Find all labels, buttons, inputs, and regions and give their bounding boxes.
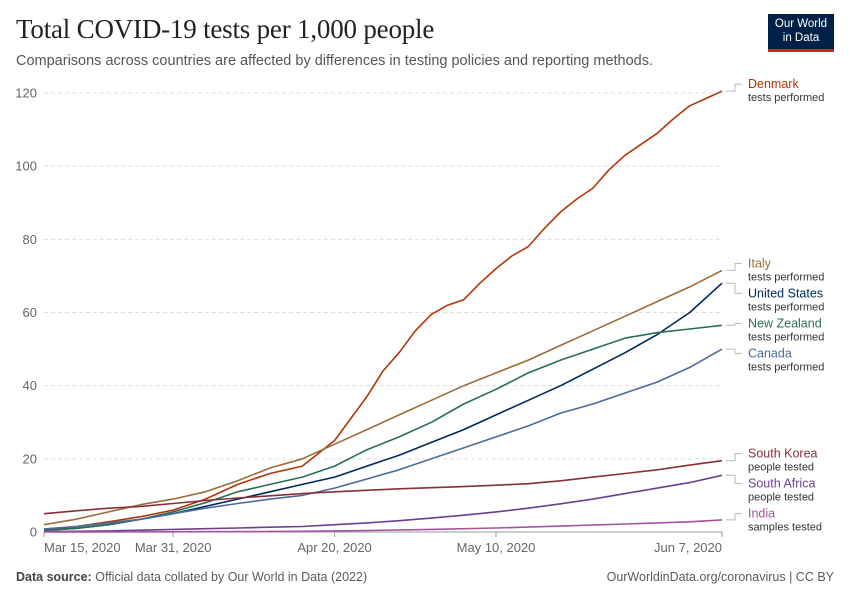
series-line-south-korea[interactable] xyxy=(43,459,723,515)
series-line-new-zealand[interactable] xyxy=(43,324,723,532)
series-line-italy[interactable] xyxy=(43,269,723,526)
y-tick-label: 100 xyxy=(15,159,37,174)
chart-title: Total COVID-19 tests per 1,000 people xyxy=(16,14,435,44)
data-source: Data source: Official data collated by O… xyxy=(16,570,367,584)
legend-note-south-africa: people tested xyxy=(748,492,814,504)
axis-layer: 0 20 40 60 80 100 120 Mar 15, 2020 Mar 31, 2020 A… xyxy=(15,86,723,555)
y-tick-label: 0 xyxy=(30,525,37,540)
legend-connector-denmark xyxy=(726,83,742,92)
logo-line-2: in Data xyxy=(782,32,820,44)
legend-label-canada[interactable]: Canada xyxy=(748,346,792,360)
legend-note-new-zealand: tests performed xyxy=(748,331,824,343)
line-chart: 0 20 40 60 80 100 120 Mar 15, 2020 Mar 31, 2020 A… xyxy=(15,77,824,555)
legend-label-india[interactable]: India xyxy=(748,507,775,521)
x-tick-label: Apr 20, 2020 xyxy=(297,540,371,555)
legend-label-south-africa[interactable]: South Africa xyxy=(748,477,815,491)
series-line-south-africa[interactable] xyxy=(43,474,723,533)
legend-label-denmark[interactable]: Denmark xyxy=(748,77,799,91)
data-source-text: Official data collated by Our World in D… xyxy=(95,570,368,584)
x-tick-label: Mar 31, 2020 xyxy=(135,540,212,555)
y-tick-label: 120 xyxy=(15,86,37,101)
legend-connector-south-africa xyxy=(726,474,742,485)
y-tick-label: 20 xyxy=(23,451,37,466)
legend-note-canada: tests performed xyxy=(748,361,824,373)
legend-connector-india xyxy=(726,513,742,521)
series-line-india[interactable] xyxy=(43,519,723,533)
logo-line-1: Our World xyxy=(774,18,828,30)
legend-connector-united-states xyxy=(726,282,742,294)
y-tick-label: 80 xyxy=(23,232,37,247)
legend-label-new-zealand[interactable]: New Zealand xyxy=(748,316,822,330)
owid-logo[interactable]: Our World in Data xyxy=(768,14,834,52)
data-source-label: Data source: xyxy=(16,570,92,584)
legend-note-india: samples tested xyxy=(748,522,822,534)
legend-label-italy[interactable]: Italy xyxy=(748,256,772,270)
legend-note-united-states: tests performed xyxy=(748,301,824,313)
legend-connector-new-zealand xyxy=(726,322,742,326)
legend-note-italy: tests performed xyxy=(748,271,824,283)
legend-label-united-states[interactable]: United States xyxy=(748,286,823,300)
series-line-canada[interactable] xyxy=(43,348,723,530)
y-tick-label: 40 xyxy=(23,378,37,393)
x-tick-label: Mar 15, 2020 xyxy=(44,540,121,555)
x-tick-label: Jun 7, 2020 xyxy=(654,540,722,555)
series-layer xyxy=(43,90,723,533)
y-tick-label: 60 xyxy=(23,305,37,320)
legend-note-denmark: tests performed xyxy=(748,92,824,104)
legend-note-south-korea: people tested xyxy=(748,462,814,474)
legend-connector-south-korea xyxy=(726,453,742,462)
legend-label-south-korea[interactable]: South Korea xyxy=(748,447,818,461)
series-line-denmark[interactable] xyxy=(43,90,723,530)
series-line-united-states[interactable] xyxy=(43,282,723,531)
chart-subtitle: Comparisons across countries are affecte… xyxy=(16,53,654,69)
footer-link[interactable]: OurWorldinData.org/coronavirus | CC BY xyxy=(606,570,834,584)
legend-connector-canada xyxy=(726,348,742,354)
grid-layer xyxy=(44,92,722,460)
legend-connector-italy xyxy=(726,262,742,271)
x-tick-label: May 10, 2020 xyxy=(457,540,536,555)
